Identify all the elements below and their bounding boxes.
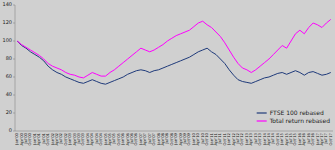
y-tick-label: 40 <box>6 91 12 97</box>
y-tick <box>13 113 15 114</box>
series-line <box>17 41 331 84</box>
y-tick <box>13 95 15 96</box>
legend-label: FTSE 100 rebased <box>270 109 324 116</box>
series-line <box>17 19 331 78</box>
y-tick-label: 80 <box>6 55 12 61</box>
y-tick <box>13 131 15 132</box>
y-tick-label: 120 <box>2 19 12 25</box>
y-tick-label: 140 <box>2 1 12 7</box>
x-axis <box>15 131 333 132</box>
y-tick <box>13 5 15 6</box>
y-tick-label: 20 <box>6 109 12 115</box>
plot-area <box>17 19 331 84</box>
legend-label: Total return rebased <box>269 117 331 124</box>
y-tick-label: 0 <box>9 127 12 133</box>
y-tick-label: 100 <box>2 37 12 43</box>
legend-swatch <box>257 120 267 121</box>
legend: FTSE 100 rebasedTotal return rebased <box>257 109 331 124</box>
chart: 020406080100120140Jan'00Apr'00Jul'00Oct'… <box>0 0 335 150</box>
y-tick-label: 60 <box>6 73 12 79</box>
y-tick <box>13 41 15 42</box>
legend-swatch <box>257 112 267 113</box>
y-tick <box>13 77 15 78</box>
y-tick <box>13 59 15 60</box>
y-axis <box>15 5 16 131</box>
y-tick <box>13 23 15 24</box>
x-tick-label: Oct'17 <box>328 132 333 145</box>
